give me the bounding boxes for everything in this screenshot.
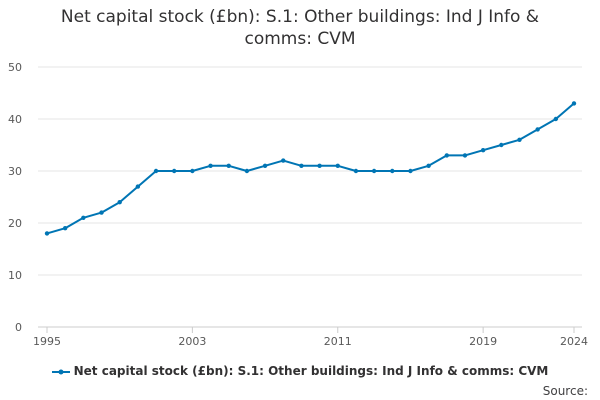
- source-label: Source:: [542, 384, 588, 398]
- legend[interactable]: Net capital stock (£bn): S.1: Other buil…: [0, 364, 600, 378]
- data-point: [226, 163, 231, 168]
- legend-marker-icon: [51, 369, 70, 374]
- data-point: [480, 148, 486, 153]
- data-point: [262, 163, 268, 168]
- data-point: [317, 163, 322, 168]
- x-tick-label: 2024: [560, 335, 588, 348]
- data-point: [390, 168, 395, 174]
- data-point: [462, 153, 468, 158]
- data-point: [208, 163, 213, 168]
- x-tick-label: 2011: [324, 335, 352, 348]
- data-point: [353, 168, 359, 174]
- data-point: [444, 153, 449, 158]
- data-point: [81, 215, 86, 220]
- data-point: [190, 168, 195, 174]
- legend-label: Net capital stock (£bn): S.1: Other buil…: [73, 364, 549, 378]
- data-point: [371, 168, 377, 174]
- data-point: [426, 163, 431, 168]
- y-tick-label: 40: [8, 113, 22, 126]
- data-point: [335, 163, 340, 168]
- data-point: [499, 142, 504, 148]
- data-point: [135, 184, 141, 189]
- data-point: [281, 158, 286, 163]
- y-tick-label: 20: [8, 217, 22, 230]
- data-point: [44, 231, 50, 236]
- data-point: [571, 101, 577, 106]
- data-point: [172, 168, 177, 174]
- data-point: [244, 168, 250, 174]
- series-line: [46, 102, 575, 235]
- data-point: [62, 226, 68, 231]
- data-point: [99, 210, 104, 215]
- data-point: [153, 168, 159, 174]
- data-point: [517, 137, 522, 142]
- y-tick-label: 30: [8, 165, 22, 178]
- y-tick-label: 0: [15, 321, 22, 334]
- y-tick-label: 10: [8, 269, 22, 282]
- chart-title: Net capital stock (£bn): S.1: Other buil…: [60, 7, 540, 49]
- data-point: [408, 168, 413, 174]
- x-tick-label: 2019: [469, 335, 497, 348]
- data-point: [553, 116, 559, 122]
- x-tick-label: 2003: [178, 335, 206, 348]
- data-point: [117, 200, 122, 205]
- data-point: [299, 163, 304, 168]
- y-tick-label: 50: [8, 61, 22, 74]
- x-tick-label: 1995: [33, 335, 61, 348]
- data-point: [535, 127, 540, 132]
